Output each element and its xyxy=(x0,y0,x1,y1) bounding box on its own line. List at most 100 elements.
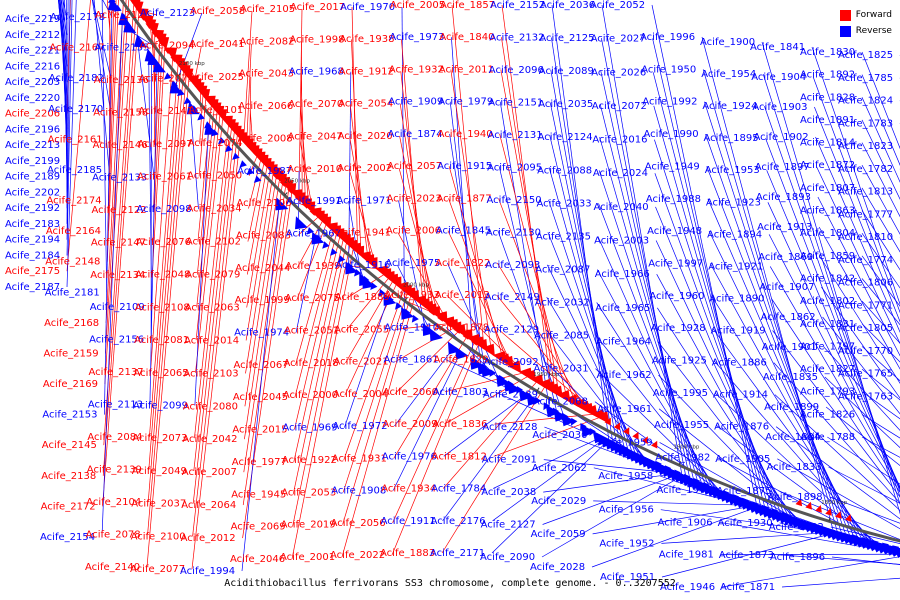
gene-label[interactable]: Acife_2014 xyxy=(184,335,239,346)
gene-label[interactable]: Acife_2027 xyxy=(591,34,646,45)
gene-label[interactable]: Acife_2101 xyxy=(188,105,243,116)
gene-label[interactable]: Acife_2213 xyxy=(5,140,60,151)
gene-label[interactable]: Acife_1770 xyxy=(838,346,893,357)
gene-label[interactable]: Acife_1945 xyxy=(231,489,286,500)
gene-label[interactable]: Acife_1899 xyxy=(764,402,819,413)
gene-label[interactable]: Acife_1857 xyxy=(440,0,495,11)
gene-label[interactable]: Acife_1872 xyxy=(800,160,855,171)
gene-label[interactable]: Acife_2159 xyxy=(44,349,99,360)
gene-feature-arrow[interactable] xyxy=(429,328,443,342)
gene-label[interactable]: Acife_1911 xyxy=(381,516,436,527)
gene-label[interactable]: Acife_2139 xyxy=(87,465,142,476)
gene-label[interactable]: Acife_2065 xyxy=(134,368,189,379)
gene-label[interactable]: Acife_1997 xyxy=(648,259,703,270)
gene-label[interactable]: Acife_2062 xyxy=(532,463,587,474)
gene-label[interactable]: Acife_2045 xyxy=(233,392,288,403)
gene-label[interactable]: Acife_1824 xyxy=(838,96,893,107)
gene-label[interactable]: Acife_1950 xyxy=(641,64,696,75)
gene-label[interactable]: Acife_1946 xyxy=(660,582,715,593)
gene-label[interactable]: Acife_1890 xyxy=(709,294,764,305)
gene-label[interactable]: Acife_1833 xyxy=(767,462,822,473)
gene-label[interactable]: Acife_2178 xyxy=(50,12,105,23)
gene-label[interactable]: Acife_2175 xyxy=(5,266,60,277)
gene-label[interactable]: Acife_1797 xyxy=(800,341,855,352)
gene-feature-arrow[interactable] xyxy=(507,360,522,374)
gene-label[interactable]: Acife_1908 xyxy=(331,486,386,497)
gene-label[interactable]: Acife_2153 xyxy=(42,410,97,421)
gene-label[interactable]: Acife_2130 xyxy=(486,227,541,238)
gene-label[interactable]: Acife_1883 xyxy=(380,548,435,559)
gene-label[interactable]: Acife_2194 xyxy=(5,235,60,246)
gene-label[interactable]: Acife_2171 xyxy=(430,548,485,559)
gene-label[interactable]: Acife_2076 xyxy=(136,237,191,248)
gene-label[interactable]: Acife_2113 xyxy=(88,400,143,411)
gene-label[interactable]: Acife_2100 xyxy=(131,531,186,542)
gene-label[interactable]: Acife_2181 xyxy=(45,287,100,298)
gene-label[interactable]: Acife_2080 xyxy=(183,401,238,412)
gene-label[interactable]: Acife_1952 xyxy=(599,538,654,549)
gene-label[interactable]: Acife_2129 xyxy=(484,325,539,336)
gene-label[interactable]: Acife_2097 xyxy=(138,139,193,150)
gene-label[interactable]: Acife_1859 xyxy=(800,251,855,262)
gene-label[interactable]: Acife_1861 xyxy=(384,355,439,366)
gene-label[interactable]: Acife_2202 xyxy=(5,187,60,198)
gene-label[interactable]: Acife_2064 xyxy=(181,500,236,511)
gene-label[interactable]: Acife_2102 xyxy=(186,237,241,248)
gene-label[interactable]: Acife_1825 xyxy=(838,50,893,61)
gene-label[interactable]: Acife_1842 xyxy=(800,274,855,285)
gene-label[interactable]: Acife_2010 xyxy=(287,164,342,175)
gene-label[interactable]: Acife_2145 xyxy=(42,440,97,451)
gene-label[interactable]: Acife_1807 xyxy=(800,183,855,194)
gene-label[interactable]: Acife_2094 xyxy=(139,41,194,52)
gene-label[interactable]: Acife_2021 xyxy=(334,357,389,368)
gene-label[interactable]: Acife_1970 xyxy=(340,2,395,13)
gene-label[interactable]: Acife_1987 xyxy=(237,166,292,177)
gene-label[interactable]: Acife_2071 xyxy=(139,73,194,84)
gene-label[interactable]: Acife_2001 xyxy=(280,552,335,563)
gene-label[interactable]: Acife_1990 xyxy=(644,129,699,140)
gene-label[interactable]: Acife_2067 xyxy=(234,360,289,371)
gene-label[interactable]: Acife_1810 xyxy=(838,232,893,243)
gene-label[interactable]: Acife_2146 xyxy=(93,140,148,151)
gene-label[interactable]: Acife_2035 xyxy=(538,99,593,110)
gene-label[interactable]: Acife_1873 xyxy=(719,550,774,561)
gene-label[interactable]: Acife_2034 xyxy=(187,204,242,215)
gene-label[interactable]: Acife_1956 xyxy=(599,505,654,516)
gene-label[interactable]: Acife_1814 xyxy=(800,138,855,149)
gene-label[interactable]: Acife_2063 xyxy=(185,303,240,314)
gene-label[interactable]: Acife_2059 xyxy=(531,529,586,540)
gene-label[interactable]: Acife_1948 xyxy=(647,226,702,237)
gene-label[interactable]: Acife_1894 xyxy=(707,229,762,240)
gene-label[interactable]: Acife_1836 xyxy=(432,419,487,430)
gene-label[interactable]: Acife_2108 xyxy=(135,302,190,313)
gene-label[interactable]: Acife_1999 xyxy=(235,295,290,306)
gene-label[interactable]: Acife_1826 xyxy=(800,409,855,420)
gene-label[interactable]: Acife_2028 xyxy=(530,562,585,573)
gene-label[interactable]: Acife_2022 xyxy=(330,550,385,561)
gene-feature-arrow[interactable] xyxy=(295,216,308,230)
gene-label[interactable]: Acife_1925 xyxy=(652,356,707,367)
gene-feature-arrow[interactable] xyxy=(123,19,137,33)
gene-label[interactable]: Acife_2089 xyxy=(539,66,594,77)
gene-label[interactable]: Acife_2155 xyxy=(94,43,149,54)
gene-label[interactable]: Acife_1949 xyxy=(645,161,700,172)
gene-label[interactable]: Acife_1901 xyxy=(762,342,817,353)
gene-label[interactable]: Acife_2077 xyxy=(130,564,185,575)
gene-label[interactable]: Acife_2103 xyxy=(184,368,239,379)
gene-label[interactable]: Acife_2135 xyxy=(536,231,591,242)
gene-label[interactable]: Acife_2050 xyxy=(187,171,242,182)
gene-label[interactable]: Acife_2192 xyxy=(5,203,60,214)
gene-label[interactable]: Acife_1785 xyxy=(838,73,893,84)
gene-label[interactable]: Acife_1954 xyxy=(701,69,756,80)
gene-label[interactable]: Acife_2016 xyxy=(592,135,647,146)
gene-label[interactable]: Acife_1904 xyxy=(751,72,806,83)
gene-label[interactable]: Acife_1995 xyxy=(653,388,708,399)
gene-label[interactable]: Acife_1924 xyxy=(702,101,757,112)
gene-label[interactable]: Acife_2154 xyxy=(40,532,95,543)
gene-label[interactable]: Acife_1991 xyxy=(287,196,342,207)
gene-label[interactable]: Acife_2216 xyxy=(5,61,60,72)
gene-label[interactable]: Acife_2124 xyxy=(538,132,593,143)
gene-label[interactable]: Acife_2084 xyxy=(87,432,142,443)
gene-label[interactable]: Acife_1788 xyxy=(800,432,855,443)
gene-label[interactable]: Acife_1827 xyxy=(800,364,855,375)
